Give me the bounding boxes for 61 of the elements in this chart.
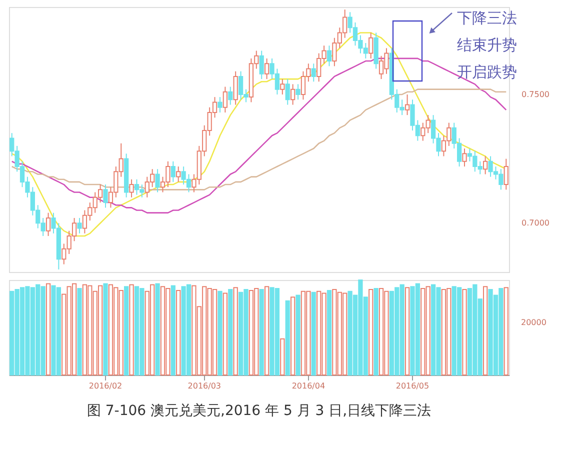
annotation: 结束升势 [457, 36, 517, 54]
x-tick-label: 2016/05 [396, 382, 430, 390]
bar [124, 286, 129, 376]
candlestick [176, 166, 181, 182]
candlestick [155, 168, 160, 193]
bar [218, 290, 222, 376]
bar [129, 284, 134, 376]
annotation: 下降三法 [457, 9, 517, 27]
x-tick-label: 2016/02 [88, 382, 122, 390]
bar [155, 283, 160, 376]
bar [374, 288, 378, 376]
candlestick [404, 94, 410, 116]
x-tick-label: 2016/03 [188, 382, 221, 390]
candlestick [504, 158, 508, 190]
bar [404, 287, 410, 376]
candlestick [285, 78, 290, 106]
candlestick [103, 184, 108, 208]
candlestick [483, 156, 488, 175]
candlestick [228, 86, 233, 106]
candlestick [296, 84, 300, 100]
bar [264, 286, 270, 376]
y-tick-label: 0.7500 [522, 90, 550, 99]
annotation: 开启跌势 [457, 63, 517, 81]
bar [290, 296, 296, 376]
candlestick [222, 86, 228, 113]
candlestick [368, 32, 374, 59]
bar [504, 287, 508, 376]
bar [311, 292, 316, 376]
bar [462, 289, 467, 376]
bar [296, 294, 300, 376]
candlestick [280, 78, 285, 95]
candlestick [46, 212, 51, 236]
bar [368, 289, 374, 376]
candlestick [129, 178, 134, 198]
candlestick [462, 148, 467, 168]
bar [280, 338, 285, 376]
bar [326, 290, 332, 376]
bar [285, 300, 290, 376]
candlestick [290, 84, 296, 106]
bar [176, 290, 181, 376]
text: 20000 [521, 318, 546, 327]
bar [233, 287, 238, 376]
candlestick [311, 63, 316, 82]
candlestick [233, 70, 238, 106]
bar [228, 289, 233, 376]
candlestick [264, 58, 270, 80]
y-tick-label: 0.7000 [522, 218, 550, 228]
candlestick [326, 45, 332, 67]
bar [170, 285, 176, 376]
candlestick [77, 217, 82, 234]
bar [46, 283, 51, 376]
bar [259, 289, 264, 376]
x-tick-label: 2016/04 [292, 382, 326, 390]
candlestick [259, 50, 264, 80]
text: 图 7-106 澳元兑美元,2016 年 5 月 3 日,日线下降三法 [86, 403, 432, 419]
candlestick [170, 160, 176, 182]
bar [103, 283, 108, 376]
candlestick [218, 96, 222, 113]
bar [483, 286, 488, 376]
bar [222, 292, 228, 376]
bar [77, 288, 82, 376]
